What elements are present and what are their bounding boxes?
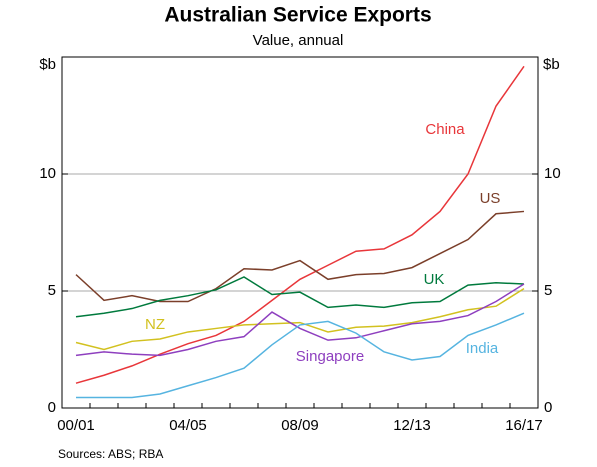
y-unit-right: $b xyxy=(543,56,560,73)
y-tick-label-right: 5 xyxy=(544,282,552,299)
y-tick-label-left: 5 xyxy=(48,282,56,299)
series-line xyxy=(75,65,525,384)
plot-frame xyxy=(61,56,539,409)
y-tick-label-left: 0 xyxy=(48,399,56,416)
series-line xyxy=(75,283,525,357)
chart-title: Australian Service Exports xyxy=(164,4,431,27)
x-tick-label: 16/17 xyxy=(505,417,543,434)
x-tick-label: 08/09 xyxy=(281,417,319,434)
series-label: US xyxy=(480,190,501,207)
series-label: India xyxy=(466,340,499,357)
series-label: Singapore xyxy=(296,348,364,365)
x-tick-label: 00/01 xyxy=(57,417,95,434)
series-line xyxy=(76,312,525,399)
x-tick-label: 04/05 xyxy=(169,417,207,434)
y-tick-label-right: 10 xyxy=(544,165,561,182)
source-note: Sources: ABS; RBA xyxy=(58,447,163,461)
series-label: China xyxy=(425,121,465,138)
chart-subtitle: Value, annual xyxy=(253,32,344,49)
y-tick-label-right: 0 xyxy=(544,399,552,416)
series-line xyxy=(75,276,525,318)
series-label: UK xyxy=(424,271,445,288)
series-line xyxy=(75,288,525,351)
x-tick-label: 12/13 xyxy=(393,417,431,434)
series-label: NZ xyxy=(145,316,165,333)
y-unit-left: $b xyxy=(39,56,56,73)
y-tick-label-left: 10 xyxy=(39,165,56,182)
series-line xyxy=(75,210,525,303)
